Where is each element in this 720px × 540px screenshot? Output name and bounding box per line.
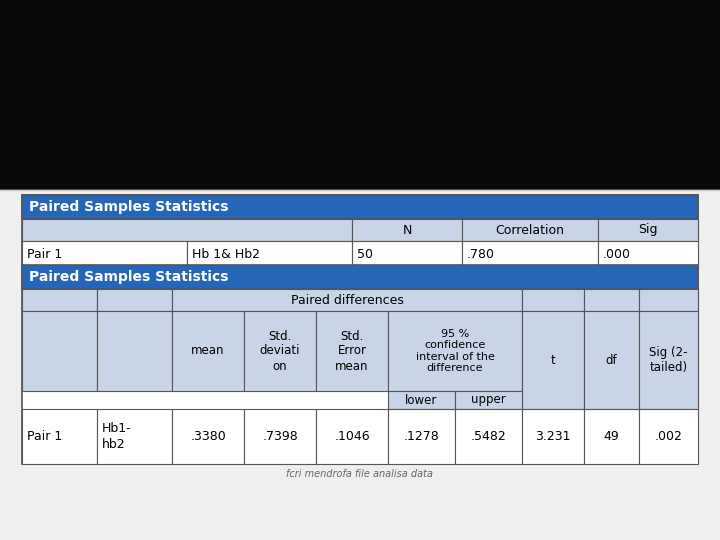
Bar bbox=[187, 241, 352, 269]
Text: .002: .002 bbox=[654, 430, 683, 443]
Text: Std.
Error
mean: Std. Error mean bbox=[336, 329, 369, 373]
Bar bbox=[244, 409, 316, 464]
Bar bbox=[22, 219, 352, 241]
Bar bbox=[244, 311, 316, 391]
Bar bbox=[22, 195, 698, 219]
Bar bbox=[639, 409, 698, 464]
Text: Hb1-
hb2: Hb1- hb2 bbox=[102, 422, 132, 450]
Text: .3380: .3380 bbox=[190, 430, 226, 443]
Text: Pair 1: Pair 1 bbox=[27, 248, 62, 261]
Text: Hb 1& Hb2: Hb 1& Hb2 bbox=[192, 248, 260, 261]
Bar bbox=[97, 409, 172, 464]
Bar bbox=[22, 311, 97, 391]
Text: upper: upper bbox=[471, 394, 506, 407]
Text: mean: mean bbox=[192, 345, 225, 357]
Text: Sig: Sig bbox=[638, 224, 658, 237]
Text: Paired Samples Statistics: Paired Samples Statistics bbox=[29, 200, 228, 214]
Text: .000: .000 bbox=[603, 248, 631, 261]
Text: df: df bbox=[606, 354, 617, 367]
Bar bbox=[522, 311, 584, 409]
Text: .7398: .7398 bbox=[262, 430, 298, 443]
Text: .780: .780 bbox=[467, 248, 495, 261]
Bar bbox=[388, 311, 522, 391]
Bar bbox=[584, 409, 639, 464]
Text: lower: lower bbox=[405, 394, 438, 407]
Bar bbox=[0, 0, 720, 190]
Bar bbox=[639, 311, 698, 409]
Bar bbox=[97, 311, 172, 391]
Bar bbox=[522, 289, 584, 311]
Bar bbox=[22, 265, 698, 464]
Bar bbox=[22, 409, 97, 464]
Text: Std.
deviati
on: Std. deviati on bbox=[260, 329, 300, 373]
Bar bbox=[388, 391, 455, 409]
Text: Pair 1: Pair 1 bbox=[27, 430, 62, 443]
Bar bbox=[598, 219, 698, 241]
Bar bbox=[584, 311, 639, 409]
Bar bbox=[522, 409, 584, 464]
Bar bbox=[455, 391, 522, 409]
Bar bbox=[462, 241, 598, 269]
Bar bbox=[388, 409, 455, 464]
Text: N: N bbox=[402, 224, 412, 237]
Text: fcri mendrofa file analisa data: fcri mendrofa file analisa data bbox=[287, 469, 433, 479]
Bar bbox=[316, 409, 388, 464]
Text: 95 %
confidence
interval of the
difference: 95 % confidence interval of the differen… bbox=[415, 329, 495, 373]
Bar bbox=[352, 219, 462, 241]
Bar bbox=[22, 195, 698, 269]
Bar bbox=[462, 219, 598, 241]
Text: Correlation: Correlation bbox=[495, 224, 564, 237]
Bar bbox=[172, 311, 244, 391]
Text: 49: 49 bbox=[603, 430, 619, 443]
Text: 50: 50 bbox=[357, 248, 373, 261]
Bar bbox=[22, 265, 698, 289]
Bar bbox=[22, 289, 97, 311]
Bar bbox=[172, 409, 244, 464]
Bar bbox=[455, 409, 522, 464]
Bar bbox=[0, 190, 720, 540]
Bar bbox=[316, 311, 388, 391]
Text: Sig (2-
tailed): Sig (2- tailed) bbox=[649, 346, 688, 374]
Bar bbox=[352, 241, 462, 269]
Text: .1046: .1046 bbox=[334, 430, 370, 443]
Bar bbox=[172, 289, 522, 311]
Bar bbox=[598, 241, 698, 269]
Text: Paired Samples Statistics: Paired Samples Statistics bbox=[29, 270, 228, 284]
Text: .1278: .1278 bbox=[404, 430, 439, 443]
Bar bbox=[639, 289, 698, 311]
Text: Paired differences: Paired differences bbox=[291, 294, 403, 307]
Bar bbox=[22, 241, 187, 269]
Text: .5482: .5482 bbox=[471, 430, 506, 443]
Bar bbox=[584, 289, 639, 311]
Text: t: t bbox=[551, 354, 555, 367]
Bar bbox=[97, 289, 172, 311]
Text: 3.231: 3.231 bbox=[535, 430, 571, 443]
